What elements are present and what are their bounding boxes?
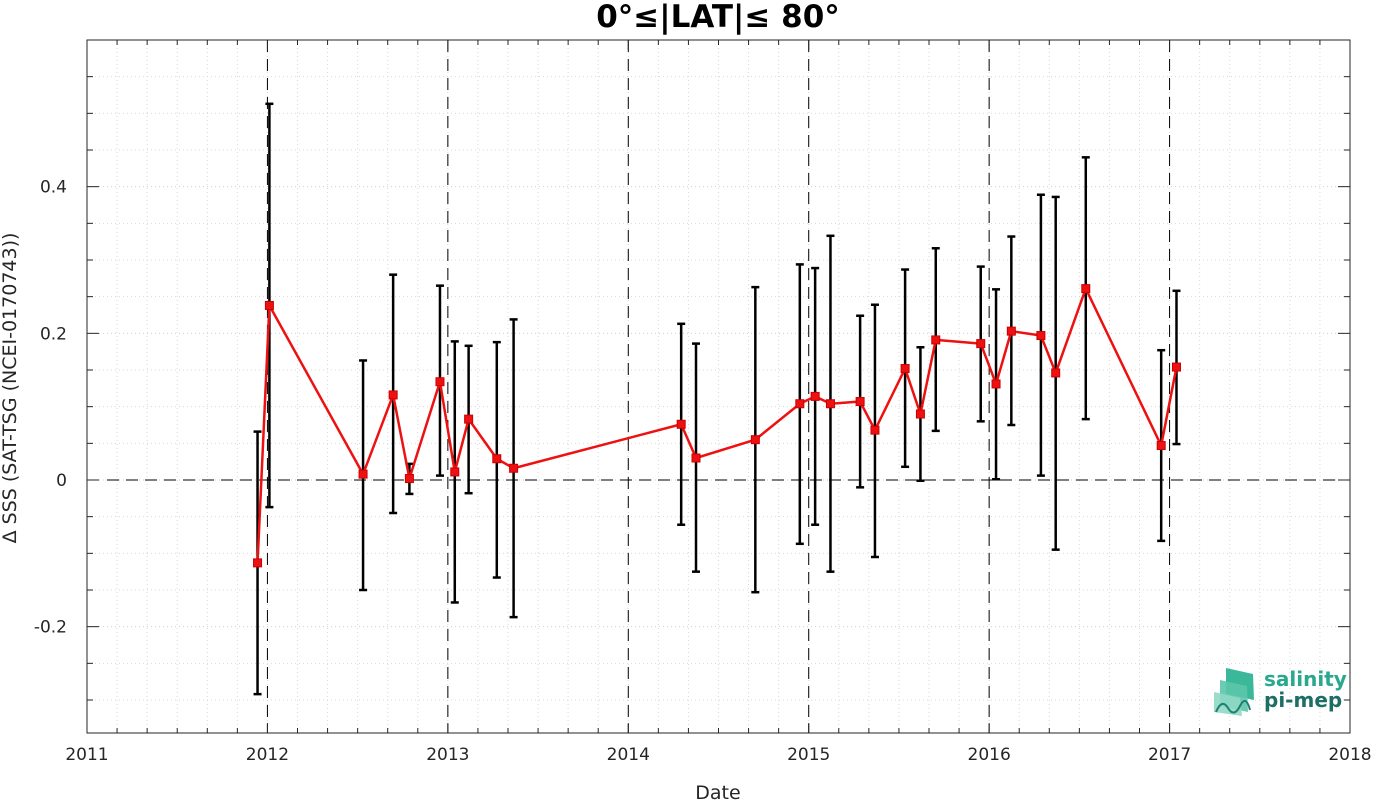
data-point-marker — [1171, 362, 1181, 372]
data-point-marker — [264, 300, 274, 310]
data-point-marker — [825, 399, 835, 409]
y-tick-label: -0.2 — [34, 618, 67, 638]
chart-title: 0°≤|LAT|≤ 80° — [596, 0, 840, 35]
logo-text-salinity: salinity — [1264, 667, 1347, 691]
data-point-marker — [900, 364, 910, 374]
data-point-marker — [388, 390, 398, 400]
data-point-marker — [404, 474, 414, 484]
y-tick-label: 0.4 — [40, 178, 67, 198]
x-tick-label: 2012 — [246, 745, 289, 765]
data-point-marker — [976, 339, 986, 349]
salinity-pi-mep-logo: salinity pi-mep — [1214, 667, 1347, 716]
data-point-marker — [509, 463, 519, 473]
data-point-marker — [691, 453, 701, 463]
x-tick-label: 2015 — [787, 745, 830, 765]
logo-text-pi-mep: pi-mep — [1264, 688, 1342, 712]
data-point-marker — [450, 467, 460, 477]
data-point-marker — [991, 379, 1001, 389]
y-tick-label: 0 — [56, 471, 67, 491]
data-point-marker — [253, 558, 263, 568]
data-series — [253, 102, 1181, 696]
data-point-marker — [1036, 331, 1046, 341]
y-tick-label: 0.2 — [40, 324, 67, 344]
data-point-marker — [435, 377, 445, 387]
x-tick-label: 2013 — [426, 745, 469, 765]
x-tick-label: 2011 — [65, 745, 108, 765]
data-point-marker — [855, 397, 865, 407]
data-point-marker — [1006, 326, 1016, 336]
data-point-marker — [358, 469, 368, 479]
data-point-marker — [676, 419, 686, 429]
data-point-marker — [795, 399, 805, 409]
data-point-marker — [464, 414, 474, 424]
data-point-marker — [870, 425, 880, 435]
reference-lines — [107, 40, 1350, 733]
x-tick-label: 2014 — [607, 745, 650, 765]
x-tick-label: 2016 — [968, 745, 1011, 765]
x-tick-label: 2017 — [1148, 745, 1191, 765]
data-point-marker — [915, 409, 925, 419]
y-axis-title: Δ SSS (SAT-TSG (NCEI-0170743)) — [0, 233, 21, 544]
data-point-marker — [750, 435, 760, 445]
data-point-marker — [1081, 284, 1091, 294]
x-tick-label: 2018 — [1328, 745, 1371, 765]
data-point-marker — [1051, 368, 1061, 378]
data-point-marker — [1156, 441, 1166, 451]
x-axis-title: Date — [695, 782, 740, 801]
data-point-marker — [492, 454, 502, 464]
data-point-marker — [931, 335, 941, 345]
axes — [86, 39, 1351, 734]
data-point-marker — [810, 391, 820, 401]
waves-icon — [1214, 668, 1254, 716]
